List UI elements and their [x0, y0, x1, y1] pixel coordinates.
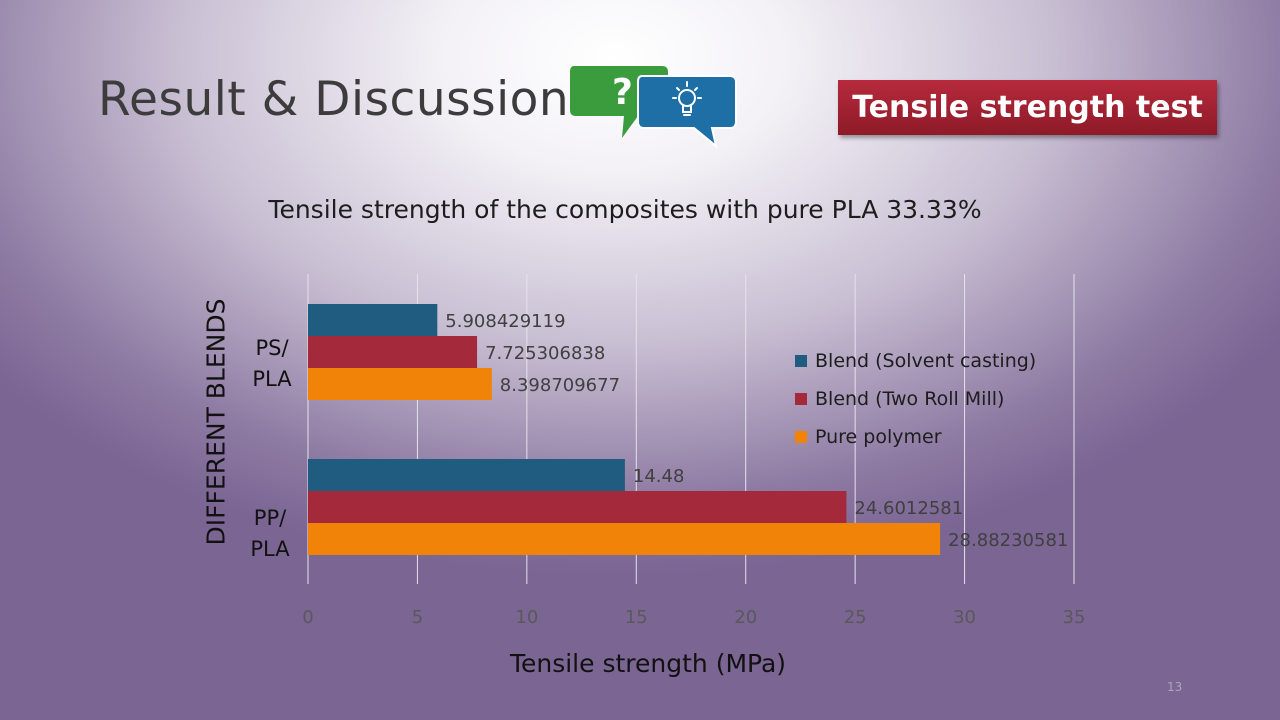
lightbulb-icon — [672, 81, 702, 116]
bar — [308, 523, 941, 555]
legend-swatch — [795, 431, 807, 443]
data-label: 14.48 — [633, 466, 685, 487]
question-mark-icon: ? — [612, 72, 633, 113]
bar — [308, 336, 478, 368]
bar — [308, 491, 847, 523]
category-label-pp-pla: PP/ PLA — [240, 503, 300, 565]
data-label: 8.398709677 — [500, 375, 620, 396]
x-tick-label: 10 — [515, 607, 538, 628]
category-label-line2: PLA — [250, 537, 290, 561]
page-number: 13 — [1167, 680, 1183, 694]
data-label: 28.88230581 — [948, 530, 1068, 551]
legend-label: Blend (Two Roll Mill) — [815, 388, 1005, 410]
section-badge: Tensile strength test — [838, 80, 1217, 135]
x-tick-label: 0 — [302, 607, 313, 628]
category-label-ps-pla: PS/ PLA — [242, 333, 302, 395]
legend-item-two-roll-mill: Blend (Two Roll Mill) — [795, 380, 1036, 418]
x-tick-label: 5 — [412, 607, 423, 628]
x-tick-label: 15 — [625, 607, 648, 628]
data-label: 24.6012581 — [854, 498, 963, 519]
slide-title: Result & Discussion — [98, 72, 570, 127]
discussion-bubbles-icon: ? — [568, 64, 740, 152]
legend-swatch — [795, 355, 807, 367]
category-label-line2: PLA — [252, 367, 292, 391]
x-tick-label: 25 — [844, 607, 867, 628]
legend-swatch — [795, 393, 807, 405]
category-label-line1: PS/ — [255, 336, 289, 360]
category-label-line1: PP/ — [253, 506, 287, 530]
x-tick-label: 30 — [953, 607, 976, 628]
data-label: 5.908429119 — [445, 311, 565, 332]
chart-title: Tensile strength of the composites with … — [268, 195, 982, 224]
bar — [308, 368, 492, 400]
x-tick-label: 35 — [1063, 607, 1086, 628]
legend-label: Pure polymer — [815, 426, 942, 448]
data-label: 7.725306838 — [485, 343, 605, 364]
bar — [308, 304, 438, 336]
x-axis-label: Tensile strength (MPa) — [509, 649, 787, 678]
x-tick-label: 20 — [734, 607, 757, 628]
bar — [308, 459, 625, 491]
legend-item-solvent-casting: Blend (Solvent casting) — [795, 342, 1036, 380]
chart-legend: Blend (Solvent casting) Blend (Two Roll … — [795, 342, 1036, 456]
legend-item-pure-polymer: Pure polymer — [795, 418, 1036, 456]
legend-label: Blend (Solvent casting) — [815, 350, 1037, 372]
